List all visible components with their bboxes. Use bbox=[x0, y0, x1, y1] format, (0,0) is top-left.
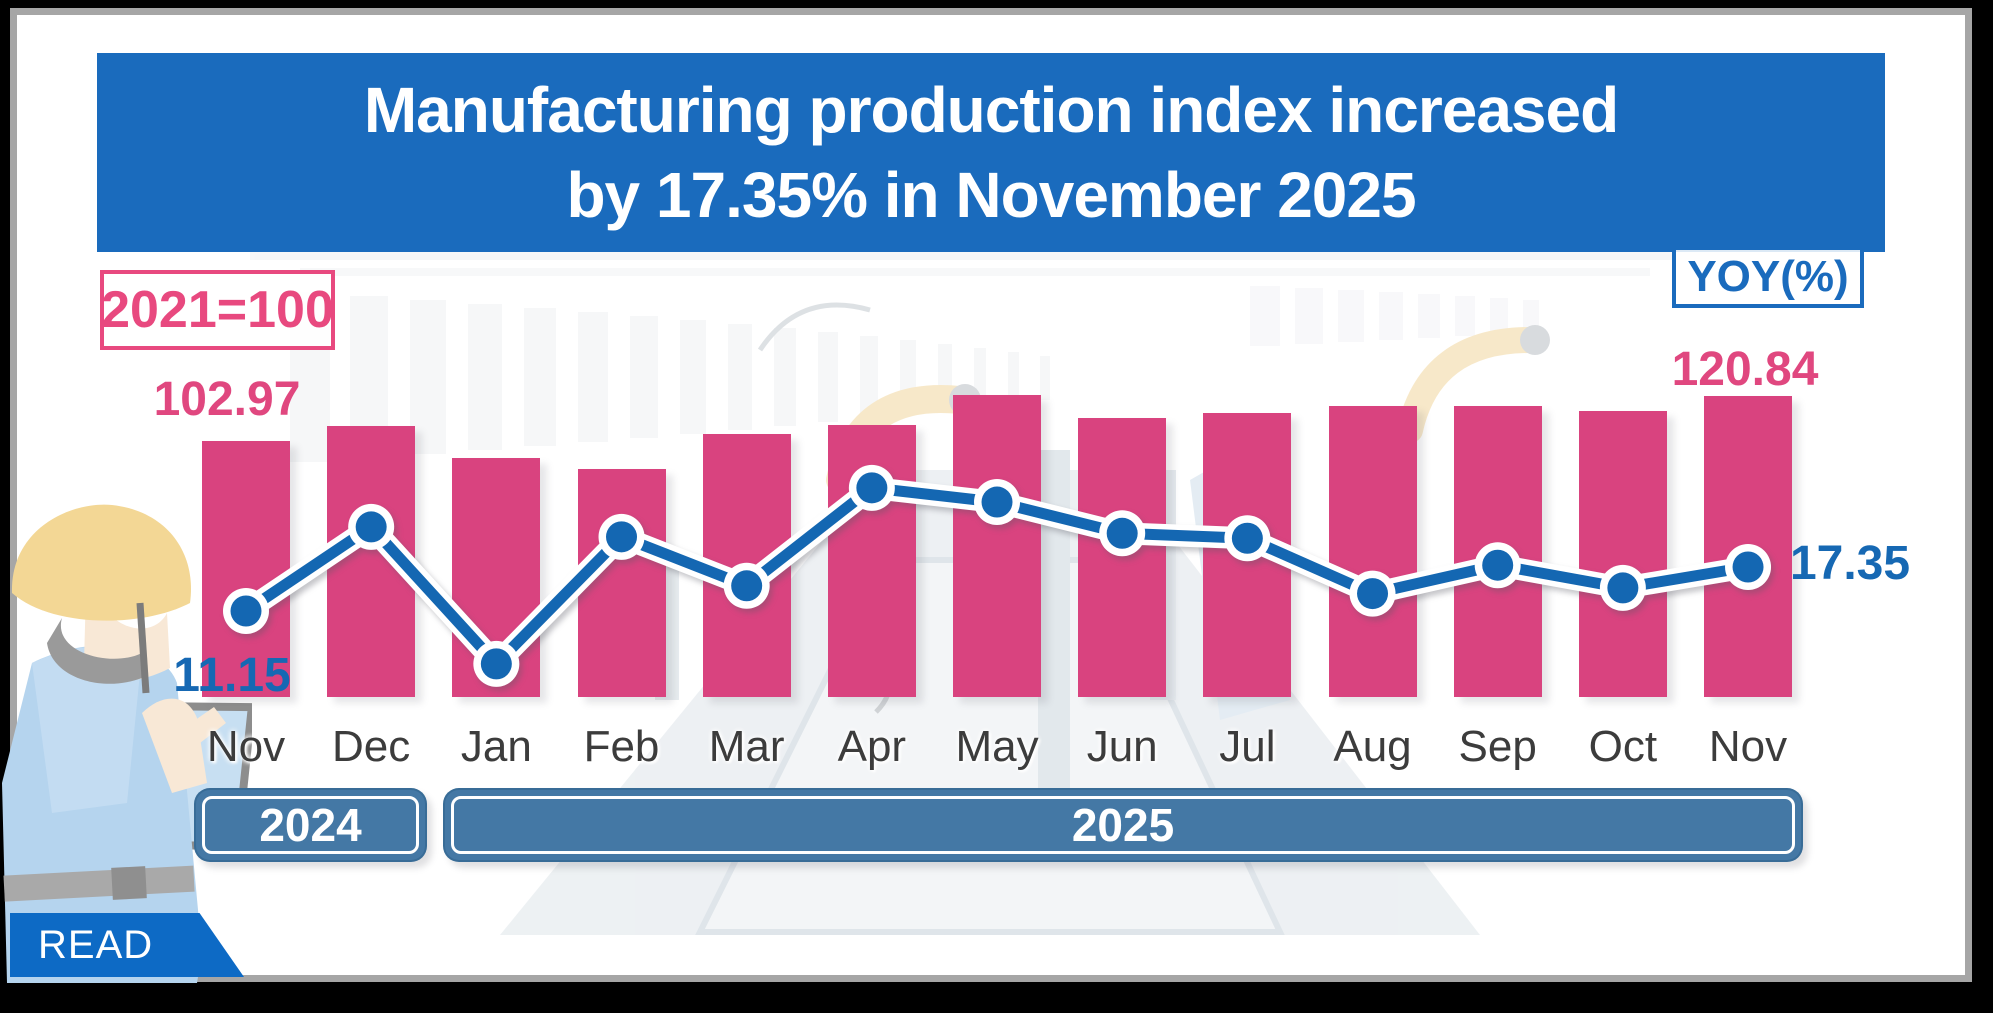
title-line-1: Manufacturing production index increased bbox=[363, 74, 1619, 147]
yoy-first-label: 11.15 bbox=[173, 649, 291, 702]
title-banner: Manufacturing production index increased… bbox=[97, 53, 1885, 252]
bar-jul-8 bbox=[1203, 412, 1292, 697]
year-band-2024-label: 2024 bbox=[259, 799, 362, 851]
x-label-jan-2: Jan bbox=[460, 722, 532, 771]
x-label-apr-5: Apr bbox=[837, 722, 907, 771]
yoy-last-label: 17.35 bbox=[1789, 537, 1911, 590]
bar-oct-11 bbox=[1578, 410, 1667, 697]
x-label-jul-8: Jul bbox=[1219, 722, 1276, 771]
index-last-label: 120.84 bbox=[1671, 343, 1819, 396]
x-label-aug-9: Aug bbox=[1333, 722, 1412, 771]
bar-aug-9 bbox=[1328, 405, 1417, 697]
bar-sep-10 bbox=[1453, 405, 1542, 697]
bar-jun-7 bbox=[1078, 417, 1167, 697]
x-label-nov-0: Nov bbox=[206, 722, 286, 771]
x-label-sep-10: Sep bbox=[1458, 722, 1537, 771]
year-band-2024: 2024 bbox=[194, 788, 427, 862]
year-band-2025-label: 2025 bbox=[1071, 799, 1175, 851]
x-label-feb-3: Feb bbox=[583, 722, 660, 771]
bar-mar-4 bbox=[702, 433, 791, 697]
bar-apr-5 bbox=[827, 424, 916, 697]
bar-nov-12 bbox=[1704, 396, 1793, 697]
read-button-label: READ bbox=[38, 922, 154, 967]
x-label-dec-1: Dec bbox=[332, 722, 411, 771]
index-first-label: 102.97 bbox=[153, 373, 301, 426]
bar-jan-2 bbox=[452, 457, 541, 697]
x-label-mar-4: Mar bbox=[708, 722, 785, 771]
bar-may-6 bbox=[953, 394, 1042, 697]
title-line-2: by 17.35% in November 2025 bbox=[566, 158, 1416, 231]
read-button[interactable]: READ bbox=[10, 913, 244, 977]
x-label-nov-12: Nov bbox=[1708, 722, 1788, 771]
x-label-may-6: May bbox=[955, 722, 1039, 771]
x-label-oct-11: Oct bbox=[1588, 722, 1658, 771]
x-label-jun-7: Jun bbox=[1086, 722, 1158, 771]
bar-feb-3 bbox=[577, 468, 666, 697]
base-year-badge: 2021=100 bbox=[100, 270, 335, 350]
unit-badge: YOY(%) bbox=[1672, 246, 1864, 308]
bar-dec-1 bbox=[327, 425, 416, 697]
year-band-2025: 2025 bbox=[443, 788, 1803, 862]
